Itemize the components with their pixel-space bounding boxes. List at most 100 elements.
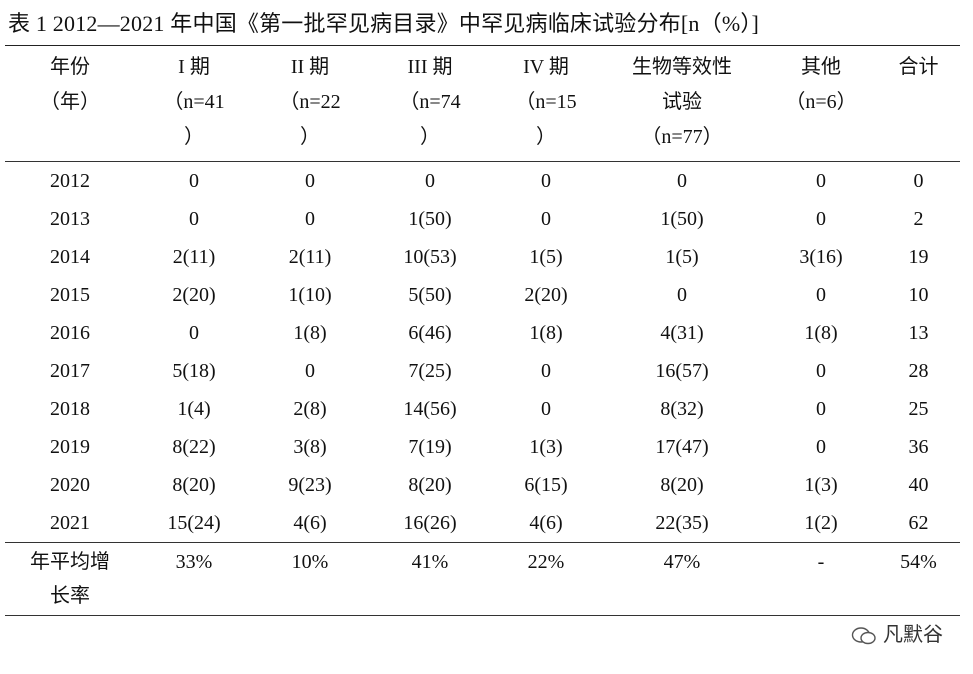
cell-text: 4(6) bbox=[529, 511, 563, 534]
table-cell: 2021 bbox=[5, 504, 135, 543]
cell-text: 13 bbox=[908, 321, 929, 344]
cell-text: 1(8) bbox=[293, 321, 327, 344]
table-cell: 0 bbox=[253, 352, 367, 390]
cell-text: 0 bbox=[816, 169, 826, 192]
table-cell: 19 bbox=[877, 238, 960, 276]
cell-text: 16(57) bbox=[655, 359, 709, 382]
table-cell: 7(19) bbox=[367, 428, 493, 466]
table-row: 2015 2(20) 1(10) 5(50) 2(20) 0 0 10 bbox=[5, 276, 960, 314]
table-row: 2014 2(11) 2(11) 10(53) 1(5) 1(5) 3(16) 19 bbox=[5, 238, 960, 276]
header-line: II 期 bbox=[290, 56, 330, 78]
table-cell: 2(11) bbox=[253, 238, 367, 276]
cell-text: 10(53) bbox=[403, 245, 457, 268]
table-cell: 4(6) bbox=[493, 504, 599, 543]
cell-text: 2021 bbox=[50, 511, 90, 534]
table-cell: 2017 bbox=[5, 352, 135, 390]
cell-text: 2019 bbox=[50, 435, 90, 458]
watermark: 凡默谷 bbox=[851, 618, 943, 647]
cell-text: 2015 bbox=[50, 283, 90, 306]
cell-text: 3(16) bbox=[799, 245, 843, 268]
watermark-text: 凡默谷 bbox=[883, 622, 943, 646]
cell-text: 1(5) bbox=[529, 245, 563, 268]
header-line: （n=15 bbox=[515, 91, 577, 113]
cell-text: 0 bbox=[541, 397, 551, 420]
table-cell: 16(57) bbox=[599, 352, 765, 390]
table-cell: 0 bbox=[877, 162, 960, 201]
cell-text: 1(8) bbox=[529, 321, 563, 344]
cell-text: 0 bbox=[677, 283, 687, 306]
cell-text: 5(50) bbox=[408, 283, 452, 306]
cell-text: 3(8) bbox=[293, 435, 327, 458]
header-line: 其他 bbox=[801, 56, 841, 78]
table-cell: 8(32) bbox=[599, 390, 765, 428]
cell-text: 年平均增长率 bbox=[30, 551, 110, 607]
header-line: I 期 bbox=[178, 56, 210, 78]
header-line: III 期 bbox=[407, 56, 453, 78]
header-cell: 年份 （年） bbox=[5, 46, 135, 162]
table-cell: 2(11) bbox=[135, 238, 253, 276]
table-cell: 0 bbox=[765, 428, 877, 466]
cell-text: 16(26) bbox=[403, 511, 457, 534]
header-line: ） bbox=[536, 126, 556, 148]
cell-text: 0 bbox=[189, 207, 199, 230]
table-cell: 41% bbox=[367, 542, 493, 616]
header-cell: I 期 （n=41 ） bbox=[135, 46, 253, 162]
header-line: （n=22 bbox=[279, 91, 341, 113]
table-cell: 0 bbox=[765, 276, 877, 314]
table-cell: 4(6) bbox=[253, 504, 367, 543]
cell-text: 36 bbox=[908, 435, 929, 458]
header-cell: 生物等效性 试验 （n=77） bbox=[599, 46, 765, 162]
cell-text: 1(3) bbox=[804, 473, 838, 496]
cell-text: 4(6) bbox=[293, 511, 327, 534]
table-cell: 2013 bbox=[5, 200, 135, 238]
header-line: （n=74 bbox=[399, 91, 461, 113]
header-row: 年份 （年） I 期 （n=41 ） II 期 （n=22 ） III 期 （n=74 ） IV 期 （… bbox=[5, 46, 960, 162]
table-cell: 0 bbox=[367, 162, 493, 201]
table-cell: 1(3) bbox=[765, 466, 877, 504]
cell-text: 2018 bbox=[50, 397, 90, 420]
table-cell: 13 bbox=[877, 314, 960, 352]
header-line: ） bbox=[420, 126, 440, 148]
table-cell: 1(50) bbox=[599, 200, 765, 238]
table-row: 2020 8(20) 9(23) 8(20) 6(15) 8(20) 1(3) 40 bbox=[5, 466, 960, 504]
table-cell: 2 bbox=[877, 200, 960, 238]
table-cell: 36 bbox=[877, 428, 960, 466]
cell-text: 2017 bbox=[50, 359, 90, 382]
cell-text: 0 bbox=[541, 207, 551, 230]
cell-text: 1(50) bbox=[408, 207, 452, 230]
cell-text: 0 bbox=[305, 207, 315, 230]
cell-text: 8(20) bbox=[172, 473, 216, 496]
header-cell: 合计 bbox=[877, 46, 960, 162]
table-cell: 28 bbox=[877, 352, 960, 390]
table-row: 2012 0 0 0 0 0 0 0 bbox=[5, 162, 960, 201]
cell-text: 2012 bbox=[50, 169, 90, 192]
table-row: 2017 5(18) 0 7(25) 0 16(57) 0 28 bbox=[5, 352, 960, 390]
cell-text: 7(25) bbox=[408, 359, 452, 382]
cell-text: 0 bbox=[913, 169, 924, 192]
table-cell: 1(8) bbox=[765, 314, 877, 352]
cell-text: 7(19) bbox=[408, 435, 452, 458]
table-cell: 14(56) bbox=[367, 390, 493, 428]
table-cell: 8(20) bbox=[599, 466, 765, 504]
header-line: （年） bbox=[40, 91, 100, 113]
table-cell: 2014 bbox=[5, 238, 135, 276]
cell-text: 0 bbox=[816, 435, 826, 458]
cell-text: 28 bbox=[908, 359, 929, 382]
table-cell: 1(4) bbox=[135, 390, 253, 428]
cell-text: 5(18) bbox=[172, 359, 216, 382]
cell-text: 1(4) bbox=[177, 397, 211, 420]
table-cell: 2(20) bbox=[135, 276, 253, 314]
header-cell: 其他 （n=6） bbox=[765, 46, 877, 162]
cell-text: 0 bbox=[816, 359, 826, 382]
table-cell: 2(8) bbox=[253, 390, 367, 428]
cell-text: 1(8) bbox=[804, 321, 838, 344]
table-cell: 0 bbox=[765, 200, 877, 238]
table-title: 表 1 2012—2021 年中国《第一批罕见病目录》中罕见病临床试验分布[n（… bbox=[8, 11, 760, 36]
table-cell: 62 bbox=[877, 504, 960, 543]
cell-text: 2(20) bbox=[524, 283, 568, 306]
table-cell: 33% bbox=[135, 542, 253, 616]
cell-text: 0 bbox=[816, 207, 826, 230]
cell-text: 0 bbox=[305, 359, 315, 382]
table-cell: 54% bbox=[877, 542, 960, 616]
table-cell: 0 bbox=[599, 276, 765, 314]
